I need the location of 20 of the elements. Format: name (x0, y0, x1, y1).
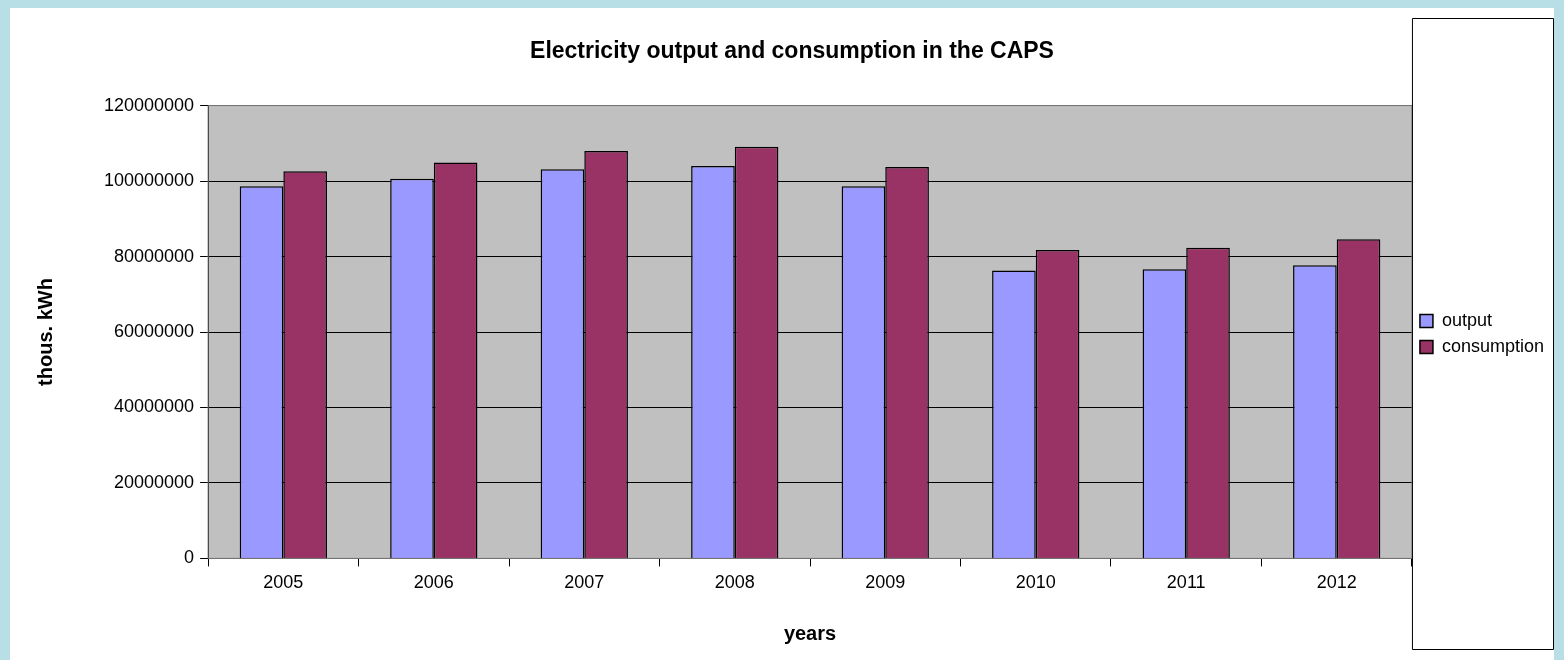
y-tick-label: 20000000 (114, 471, 195, 492)
x-tick-label: 2008 (714, 572, 755, 593)
y-tick-label: 80000000 (114, 245, 195, 266)
y-tick-label: 60000000 (114, 320, 195, 341)
y-tick-label: 120000000 (103, 94, 195, 115)
y-tick-label: 100000000 (103, 170, 195, 191)
y-tick-label: 0 (184, 547, 195, 568)
x-tick-label: 2010 (1015, 572, 1056, 593)
x-tick-label: 2007 (564, 572, 605, 593)
x-tick-label: 2012 (1316, 572, 1357, 593)
x-tick-label: 2011 (1166, 572, 1206, 593)
y-tick-label: 40000000 (114, 396, 195, 417)
x-tick-label: 2005 (263, 572, 304, 593)
legend-label: consumption (1441, 335, 1544, 356)
x-tick-label: 2006 (413, 572, 454, 593)
chart-title: Electricity output and consumption in the CAPS (530, 37, 1054, 64)
legend-label: output (1441, 309, 1492, 330)
y-axis-title: thous. kWh (33, 278, 56, 386)
x-tick-label: 2009 (865, 572, 906, 593)
x-axis-title: years (783, 621, 837, 644)
